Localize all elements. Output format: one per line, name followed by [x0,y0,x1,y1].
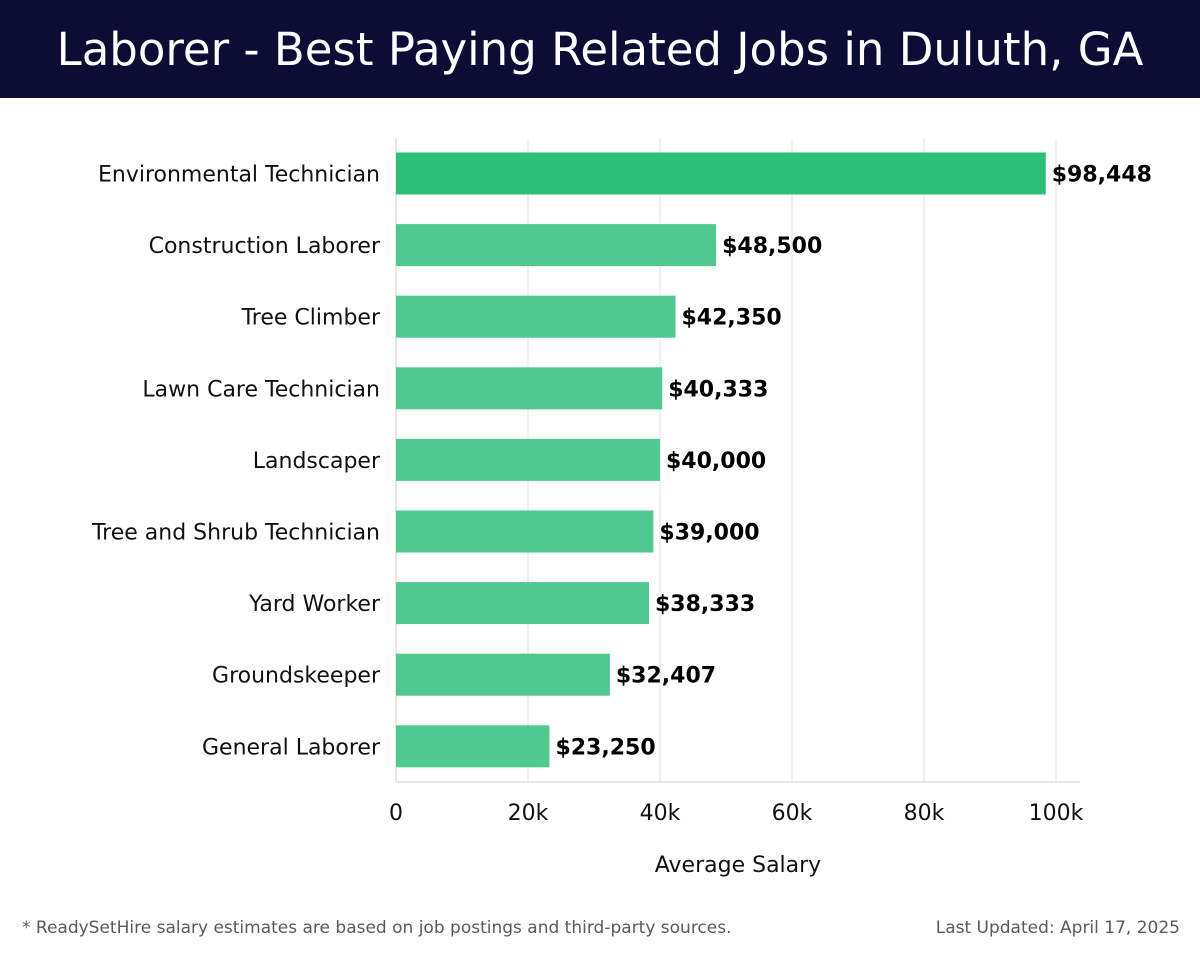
bar [396,725,550,768]
bar [396,582,649,625]
value-label: $48,500 [722,234,822,259]
chart-area: Environmental Technician $98,448 Construct… [0,98,1200,898]
chart-title: Laborer - Best Paying Related Jobs in Du… [56,22,1144,76]
category-label: Landscaper [253,449,381,474]
category-label: Groundskeeper [212,664,381,689]
bar [396,510,654,553]
x-axis-label: Average Salary [655,853,821,878]
value-label: $32,407 [616,664,716,689]
value-label: $38,333 [655,592,755,617]
category-label: Tree and Shrub Technician [91,521,380,546]
bar [396,224,717,267]
x-tick-label: 0 [389,801,403,826]
x-tick-label: 40k [640,801,681,826]
value-label: $40,000 [666,449,766,474]
x-tick-label: 100k [1029,801,1084,826]
category-label: General Laborer [202,735,381,760]
value-label: $39,000 [659,521,759,546]
footer-note: * ReadySetHire salary estimates are base… [22,918,732,938]
bar [396,152,1046,195]
x-tick-label: 80k [904,801,945,826]
value-label: $23,250 [555,735,655,760]
bar [396,295,676,338]
category-label: Yard Worker [248,592,381,617]
bar [396,653,610,696]
value-label: $98,448 [1052,163,1152,188]
category-label: Lawn Care Technician [142,377,380,402]
chart-header: Laborer - Best Paying Related Jobs in Du… [0,0,1200,98]
category-label: Construction Laborer [149,234,381,259]
category-label: Tree Climber [241,306,381,331]
value-label: $40,333 [668,377,768,402]
salary-bar-chart: Environmental Technician $98,448 Construct… [91,138,1152,878]
x-tick-label: 60k [772,801,813,826]
footer-updated: Last Updated: April 17, 2025 [935,918,1180,938]
category-label: Environmental Technician [98,163,380,188]
bar [396,438,660,481]
value-label: $42,350 [682,306,782,331]
x-tick-label: 20k [508,801,549,826]
bar [396,367,663,410]
